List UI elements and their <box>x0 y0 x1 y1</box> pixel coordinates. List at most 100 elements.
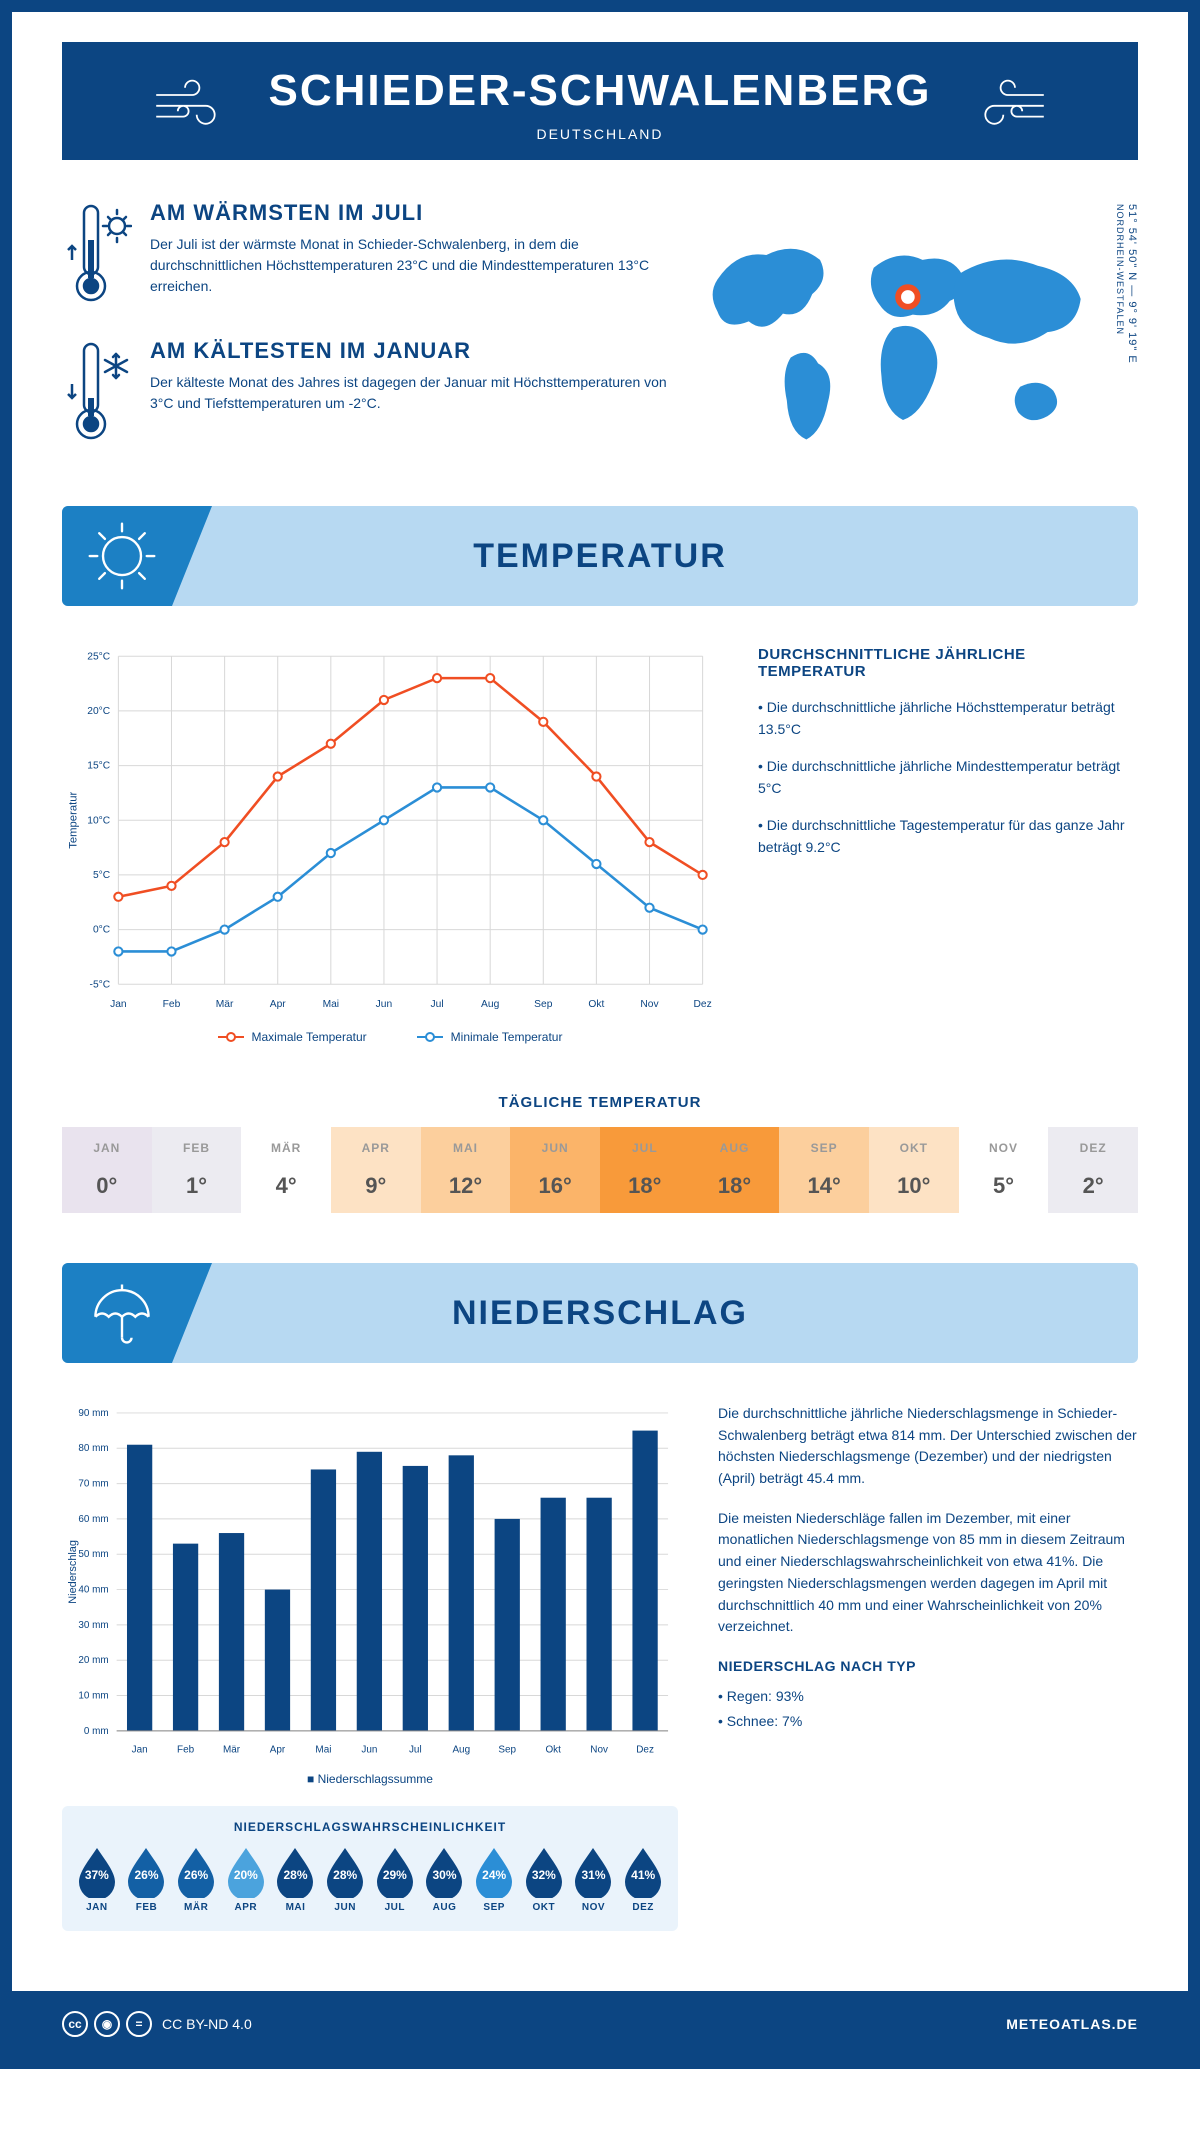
svg-text:0 mm: 0 mm <box>84 1726 109 1737</box>
svg-text:Okt: Okt <box>545 1745 561 1756</box>
warmest-body: Der Juli ist der wärmste Monat in Schied… <box>150 234 668 297</box>
svg-text:Apr: Apr <box>270 999 287 1010</box>
cc-icon: cc <box>62 2011 88 2037</box>
svg-text:25°C: 25°C <box>87 651 111 662</box>
svg-text:Aug: Aug <box>452 1745 470 1756</box>
footer: cc◉= CC BY-ND 4.0 METEOATLAS.DE <box>12 1991 1188 2057</box>
daily-cell: JUN16° <box>510 1127 600 1213</box>
svg-text:-5°C: -5°C <box>90 979 111 990</box>
svg-text:Nov: Nov <box>590 1745 608 1756</box>
daily-temp-title: TÄGLICHE TEMPERATUR <box>12 1094 1188 1111</box>
page-subtitle: DEUTSCHLAND <box>269 126 932 142</box>
svg-text:Niederschlag: Niederschlag <box>67 1540 79 1604</box>
wind-icon <box>961 74 1051 134</box>
svg-text:Mär: Mär <box>216 999 234 1010</box>
svg-text:Apr: Apr <box>270 1745 286 1756</box>
svg-text:Sep: Sep <box>498 1745 516 1756</box>
svg-text:Feb: Feb <box>163 999 181 1010</box>
prob-drop: 28% MAI <box>273 1846 319 1913</box>
svg-text:Nov: Nov <box>640 999 659 1010</box>
coordinates: 51° 54' 50" N — 9° 9' 19" E NORDRHEIN-WE… <box>1108 200 1138 476</box>
temperature-line-chart: -5°C 0°C 5°C 10°C 15°C 20°C 25°C Jan Feb Mär Apr Ma… <box>62 646 718 1044</box>
prob-drop: 37% JAN <box>74 1846 120 1913</box>
infographic-page: SCHIEDER-SCHWALENBERG DEUTSCHLAND <box>0 0 1200 2069</box>
daily-cell: JAN0° <box>62 1127 152 1213</box>
thermometer-cold-icon <box>62 338 132 448</box>
daily-cell: JUL18° <box>600 1127 690 1213</box>
daily-temp-table: JAN0°FEB1°MÄR4°APR9°MAI12°JUN16°JUL18°AU… <box>62 1127 1138 1213</box>
daily-cell: FEB1° <box>152 1127 242 1213</box>
svg-text:90 mm: 90 mm <box>78 1408 108 1419</box>
svg-text:20°C: 20°C <box>87 706 111 717</box>
prob-drop: 32% OKT <box>521 1846 567 1913</box>
svg-text:10°C: 10°C <box>87 815 111 826</box>
svg-text:Jul: Jul <box>409 1745 422 1756</box>
daily-cell: OKT10° <box>869 1127 959 1213</box>
prob-drop: 29% JUL <box>372 1846 418 1913</box>
prob-drop: 28% JUN <box>322 1846 368 1913</box>
svg-text:Mär: Mär <box>223 1745 241 1756</box>
wind-icon <box>149 74 239 134</box>
prob-drop: 30% AUG <box>422 1846 468 1913</box>
section-title: TEMPERATUR <box>473 537 727 576</box>
daily-cell: SEP14° <box>779 1127 869 1213</box>
coldest-body: Der kälteste Monat des Jahres ist dagege… <box>150 372 668 414</box>
warmest-heading: AM WÄRMSTEN IM JULI <box>150 200 668 226</box>
svg-text:10 mm: 10 mm <box>78 1691 108 1702</box>
section-title: NIEDERSCHLAG <box>452 1294 748 1333</box>
coldest-block: AM KÄLTESTEN IM JANUAR Der kälteste Mona… <box>62 338 668 448</box>
coldest-heading: AM KÄLTESTEN IM JANUAR <box>150 338 668 364</box>
section-precipitation: NIEDERSCHLAG <box>62 1263 1138 1363</box>
svg-text:60 mm: 60 mm <box>78 1514 108 1525</box>
precip-probability: NIEDERSCHLAGSWAHRSCHEINLICHKEIT 37% JAN … <box>62 1806 678 1931</box>
temperature-summary: DURCHSCHNITTLICHE JÄHRLICHE TEMPERATUR •… <box>758 646 1138 1044</box>
svg-text:Jan: Jan <box>132 1745 148 1756</box>
daily-cell: DEZ2° <box>1048 1127 1138 1213</box>
svg-text:50 mm: 50 mm <box>78 1549 108 1560</box>
world-map: 51° 54' 50" N — 9° 9' 19" E NORDRHEIN-WE… <box>698 200 1138 476</box>
svg-text:Sep: Sep <box>534 999 553 1010</box>
page-title: SCHIEDER-SCHWALENBERG <box>269 66 932 116</box>
svg-text:0°C: 0°C <box>93 925 111 936</box>
header: SCHIEDER-SCHWALENBERG DEUTSCHLAND <box>62 42 1138 160</box>
precipitation-bar-chart: 0 mm 10 mm 20 mm 30 mm 40 mm 50 mm 60 mm 70 mm 8… <box>62 1403 678 1931</box>
daily-cell: APR9° <box>331 1127 421 1213</box>
svg-text:Jan: Jan <box>110 999 127 1010</box>
svg-text:Jun: Jun <box>361 1745 377 1756</box>
prob-drop: 20% APR <box>223 1846 269 1913</box>
svg-text:Jul: Jul <box>431 999 444 1010</box>
svg-text:80 mm: 80 mm <box>78 1443 108 1454</box>
umbrella-icon <box>82 1275 162 1351</box>
svg-text:20 mm: 20 mm <box>78 1655 108 1666</box>
svg-text:Mai: Mai <box>323 999 340 1010</box>
daily-cell: AUG18° <box>690 1127 780 1213</box>
svg-text:Jun: Jun <box>376 999 393 1010</box>
daily-cell: MÄR4° <box>241 1127 331 1213</box>
svg-text:Aug: Aug <box>481 999 500 1010</box>
top-info-row: AM WÄRMSTEN IM JULI Der Juli ist der wär… <box>12 160 1188 506</box>
nd-icon: = <box>126 2011 152 2037</box>
svg-text:40 mm: 40 mm <box>78 1585 108 1596</box>
prob-drop: 26% MÄR <box>173 1846 219 1913</box>
svg-text:Okt: Okt <box>588 999 604 1010</box>
warmest-block: AM WÄRMSTEN IM JULI Der Juli ist der wär… <box>62 200 668 310</box>
prob-drop: 26% FEB <box>124 1846 170 1913</box>
cc-icons: cc◉= <box>62 2011 152 2037</box>
site-name: METEOATLAS.DE <box>1006 2016 1138 2032</box>
svg-text:Dez: Dez <box>694 999 712 1010</box>
prob-drop: 24% SEP <box>471 1846 517 1913</box>
svg-text:15°C: 15°C <box>87 761 111 772</box>
svg-text:Temperatur: Temperatur <box>67 792 79 849</box>
section-temperature: TEMPERATUR <box>62 506 1138 606</box>
thermometer-hot-icon <box>62 200 132 310</box>
prob-drop: 31% NOV <box>571 1846 617 1913</box>
daily-cell: NOV5° <box>959 1127 1049 1213</box>
daily-cell: MAI12° <box>421 1127 511 1213</box>
svg-text:30 mm: 30 mm <box>78 1620 108 1631</box>
svg-text:5°C: 5°C <box>93 870 111 881</box>
svg-text:Mai: Mai <box>315 1745 331 1756</box>
temp-legend: Maximale Temperatur Minimale Temperatur <box>62 1030 718 1044</box>
svg-text:70 mm: 70 mm <box>78 1479 108 1490</box>
svg-text:Feb: Feb <box>177 1745 195 1756</box>
svg-text:Dez: Dez <box>636 1745 654 1756</box>
